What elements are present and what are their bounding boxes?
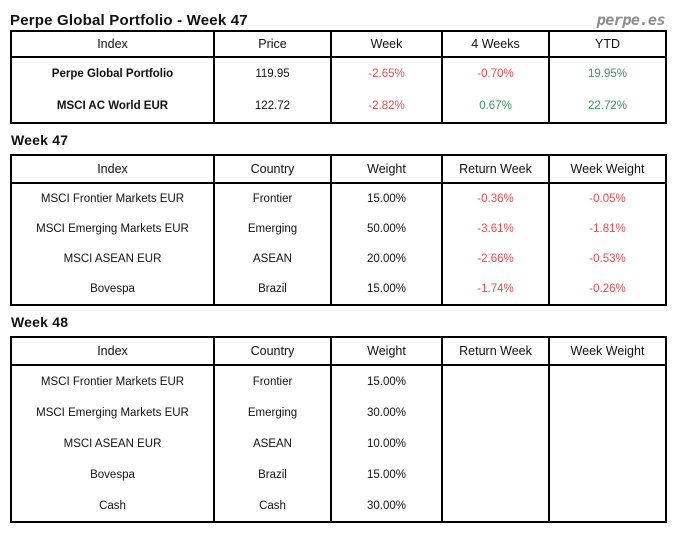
country-cell: Emerging [213, 397, 332, 428]
section-week48-title: Week 48 [11, 314, 69, 330]
column-header-return-week: Return Week [441, 154, 550, 184]
country-cell: Cash [213, 490, 332, 523]
country-cell: ASEAN [213, 244, 332, 274]
week47-table: Index Country Weight Return Week Week We… [10, 154, 667, 306]
week-weight-cell [548, 459, 667, 490]
return-week-cell [441, 428, 550, 459]
summary-table: Index Price Week 4 Weeks YTD Perpe Globa… [10, 30, 667, 124]
table-row: Bovespa Brazil 15.00% [10, 459, 667, 490]
column-header-country: Country [213, 154, 332, 184]
return-week-cell [441, 459, 550, 490]
return-week-cell: -1.74% [441, 274, 550, 306]
week-weight-cell [548, 428, 667, 459]
index-cell: MSCI Frontier Markets EUR [10, 183, 215, 214]
return-week-cell [441, 490, 550, 523]
week-weight-cell: -0.05% [548, 183, 667, 214]
return-week-cell [441, 365, 550, 397]
week-weight-cell: -0.26% [548, 274, 667, 306]
index-cell: MSCI ASEAN EUR [10, 428, 215, 459]
week-weight-cell [548, 397, 667, 428]
column-header-index: Index [10, 336, 215, 366]
country-cell: Frontier [213, 365, 332, 397]
report-page: Perpe Global Portfolio - Week 47 perpe.e… [10, 6, 667, 523]
weight-cell: 50.00% [330, 214, 443, 244]
brand-logo: perpe.es [596, 11, 666, 29]
column-header-week: Week [330, 30, 443, 58]
country-cell: ASEAN [213, 428, 332, 459]
weight-cell: 30.00% [330, 397, 443, 428]
week-weight-cell [548, 490, 667, 523]
table-row: MSCI ASEAN EUR ASEAN 20.00% -2.66% -0.53… [10, 244, 667, 274]
summary-header-row: Index Price Week 4 Weeks YTD [10, 30, 667, 58]
table-row: Cash Cash 30.00% [10, 490, 667, 523]
column-header-country: Country [213, 336, 332, 366]
price-cell: 122.72 [213, 90, 332, 124]
4weeks-return-cell: -0.70% [441, 57, 550, 90]
column-header-weight: Weight [330, 336, 443, 366]
column-header-week-weight: Week Weight [548, 154, 667, 184]
table-row: MSCI ASEAN EUR ASEAN 10.00% [10, 428, 667, 459]
weight-cell: 15.00% [330, 183, 443, 214]
week47-header-row: Index Country Weight Return Week Week We… [10, 154, 667, 184]
section-week47-title: Week 47 [11, 132, 69, 148]
index-cell: Perpe Global Portfolio [10, 57, 215, 90]
column-header-price: Price [213, 30, 332, 58]
week-weight-cell [548, 365, 667, 397]
country-cell: Brazil [213, 274, 332, 306]
weight-cell: 15.00% [330, 274, 443, 306]
table-row: Bovespa Brazil 15.00% -1.74% -0.26% [10, 274, 667, 306]
index-cell: MSCI Emerging Markets EUR [10, 397, 215, 428]
column-header-weight: Weight [330, 154, 443, 184]
weight-cell: 15.00% [330, 459, 443, 490]
week-return-cell: -2.65% [330, 57, 443, 90]
return-week-cell: -0.36% [441, 183, 550, 214]
country-cell: Brazil [213, 459, 332, 490]
weight-cell: 20.00% [330, 244, 443, 274]
column-header-index: Index [10, 154, 215, 184]
weight-cell: 30.00% [330, 490, 443, 523]
column-header-return-week: Return Week [441, 336, 550, 366]
page-title: Perpe Global Portfolio - Week 47 [10, 12, 248, 29]
return-week-cell: -2.66% [441, 244, 550, 274]
week48-header-row: Index Country Weight Return Week Week We… [10, 336, 667, 366]
index-cell: MSCI Emerging Markets EUR [10, 214, 215, 244]
column-header-week-weight: Week Weight [548, 336, 667, 366]
index-cell: Cash [10, 490, 215, 523]
return-week-cell [441, 397, 550, 428]
weight-cell: 10.00% [330, 428, 443, 459]
table-row: MSCI Emerging Markets EUR Emerging 30.00… [10, 397, 667, 428]
week48-table: Index Country Weight Return Week Week We… [10, 336, 667, 523]
country-cell: Emerging [213, 214, 332, 244]
ytd-return-cell: 19.95% [548, 57, 667, 90]
index-cell: MSCI ASEAN EUR [10, 244, 215, 274]
weight-cell: 15.00% [330, 365, 443, 397]
price-cell: 119.95 [213, 57, 332, 90]
week-return-cell: -2.82% [330, 90, 443, 124]
week-weight-cell: -1.81% [548, 214, 667, 244]
return-week-cell: -3.61% [441, 214, 550, 244]
table-row: MSCI Frontier Markets EUR Frontier 15.00… [10, 183, 667, 214]
index-cell: Bovespa [10, 274, 215, 306]
country-cell: Frontier [213, 183, 332, 214]
index-cell: Bovespa [10, 459, 215, 490]
report-header: Perpe Global Portfolio - Week 47 perpe.e… [10, 6, 666, 29]
index-cell: MSCI Frontier Markets EUR [10, 365, 215, 397]
table-row: MSCI AC World EUR 122.72 -2.82% 0.67% 22… [10, 90, 667, 124]
week-weight-cell: -0.53% [548, 244, 667, 274]
table-row: Perpe Global Portfolio 119.95 -2.65% -0.… [10, 57, 667, 90]
index-cell: MSCI AC World EUR [10, 90, 215, 124]
column-header-4weeks: 4 Weeks [441, 30, 550, 58]
4weeks-return-cell: 0.67% [441, 90, 550, 124]
ytd-return-cell: 22.72% [548, 90, 667, 124]
table-row: MSCI Emerging Markets EUR Emerging 50.00… [10, 214, 667, 244]
column-header-ytd: YTD [548, 30, 667, 58]
table-row: MSCI Frontier Markets EUR Frontier 15.00… [10, 365, 667, 397]
column-header-index: Index [10, 30, 215, 58]
